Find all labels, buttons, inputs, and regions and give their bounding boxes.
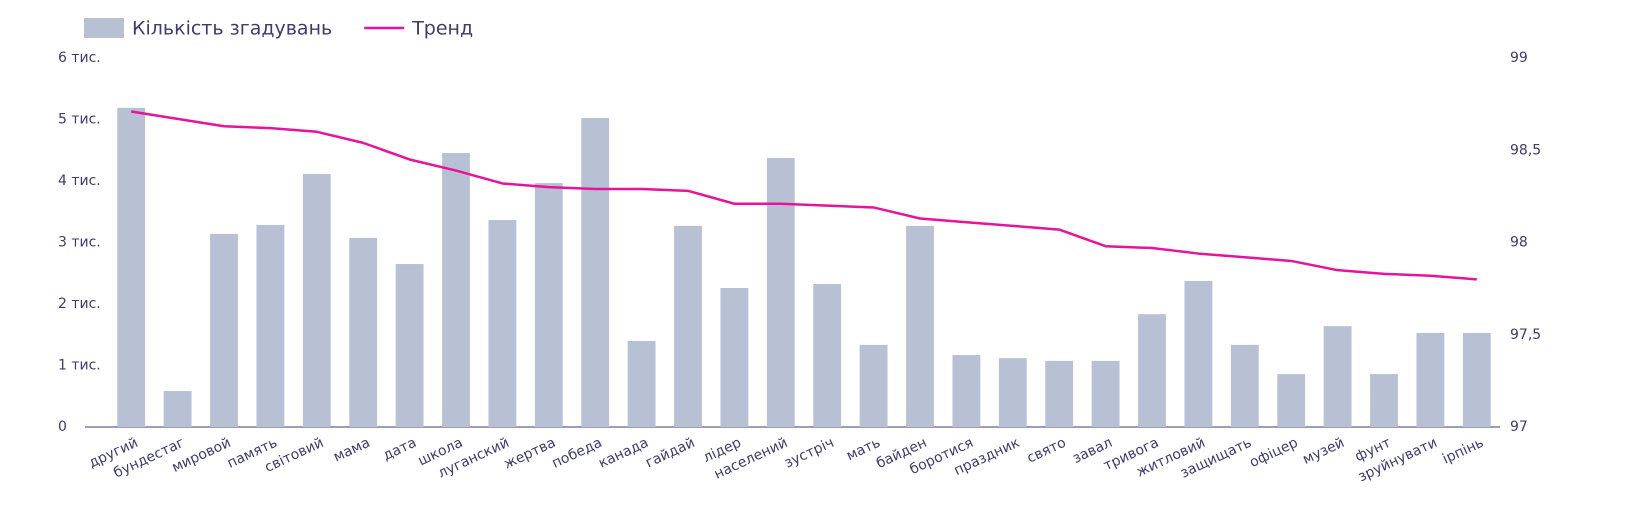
x-tick-label: дата — [380, 435, 418, 464]
x-tick-label: офіцер — [1247, 435, 1300, 471]
bar — [534, 183, 563, 427]
trend-line — [131, 110, 1477, 281]
y-tick-label: 3 тис. — [58, 235, 101, 251]
legend-swatch — [84, 18, 124, 38]
y-tick-label: 5 тис. — [58, 112, 101, 128]
y2-tick-label: 97,5 — [1510, 327, 1541, 343]
x-tick-label: зустріч — [782, 435, 836, 472]
bar — [163, 391, 192, 427]
y-tick-label: 6 тис. — [58, 50, 101, 66]
legend-label: Кількість згадувань — [132, 18, 332, 40]
bar — [1045, 360, 1074, 427]
bar — [674, 225, 702, 427]
bar — [117, 107, 146, 427]
y-tick-label: 1 тис. — [58, 358, 101, 374]
x-tick-label: гайдай — [643, 435, 697, 472]
bar — [442, 153, 470, 427]
bar — [1138, 314, 1166, 427]
y2-tick-label: 98 — [1510, 235, 1528, 251]
bar — [395, 264, 424, 427]
x-tick-label: канада — [596, 435, 651, 472]
y2-tick-label: 97 — [1510, 419, 1528, 435]
x-tick-label: жертва — [501, 435, 558, 473]
x-tick-label: ірпінь — [1440, 435, 1486, 468]
y2-tick-label: 98,5 — [1510, 142, 1541, 158]
bar — [349, 237, 378, 427]
bar — [859, 344, 888, 427]
bar — [627, 340, 656, 427]
bar — [813, 284, 842, 427]
bar — [581, 117, 610, 428]
bar — [998, 358, 1027, 427]
y-tick-label: 2 тис. — [58, 296, 101, 312]
y2-tick-label: 99 — [1510, 50, 1528, 66]
x-tick-label: победа — [550, 435, 605, 472]
x-tick-label: мама — [331, 435, 372, 466]
y-tick-label: 0 — [58, 419, 67, 435]
bar — [1370, 374, 1398, 427]
bar — [952, 355, 981, 427]
bar — [302, 173, 331, 427]
bar — [1277, 374, 1306, 427]
bar — [210, 233, 238, 427]
bar — [488, 220, 517, 427]
bar — [720, 288, 749, 427]
x-tick-label: музей — [1300, 435, 1347, 468]
legend-label: Тренд — [411, 18, 473, 40]
bar — [1323, 326, 1352, 427]
y-tick-label: 4 тис. — [58, 173, 101, 189]
bar — [256, 224, 285, 427]
bar — [1184, 280, 1213, 427]
bar — [1091, 360, 1120, 427]
x-tick-label: свято — [1025, 435, 1069, 467]
bar — [1230, 344, 1259, 427]
bar — [1462, 332, 1491, 427]
bar — [906, 225, 934, 427]
bar — [766, 157, 795, 427]
bar — [1416, 332, 1445, 427]
